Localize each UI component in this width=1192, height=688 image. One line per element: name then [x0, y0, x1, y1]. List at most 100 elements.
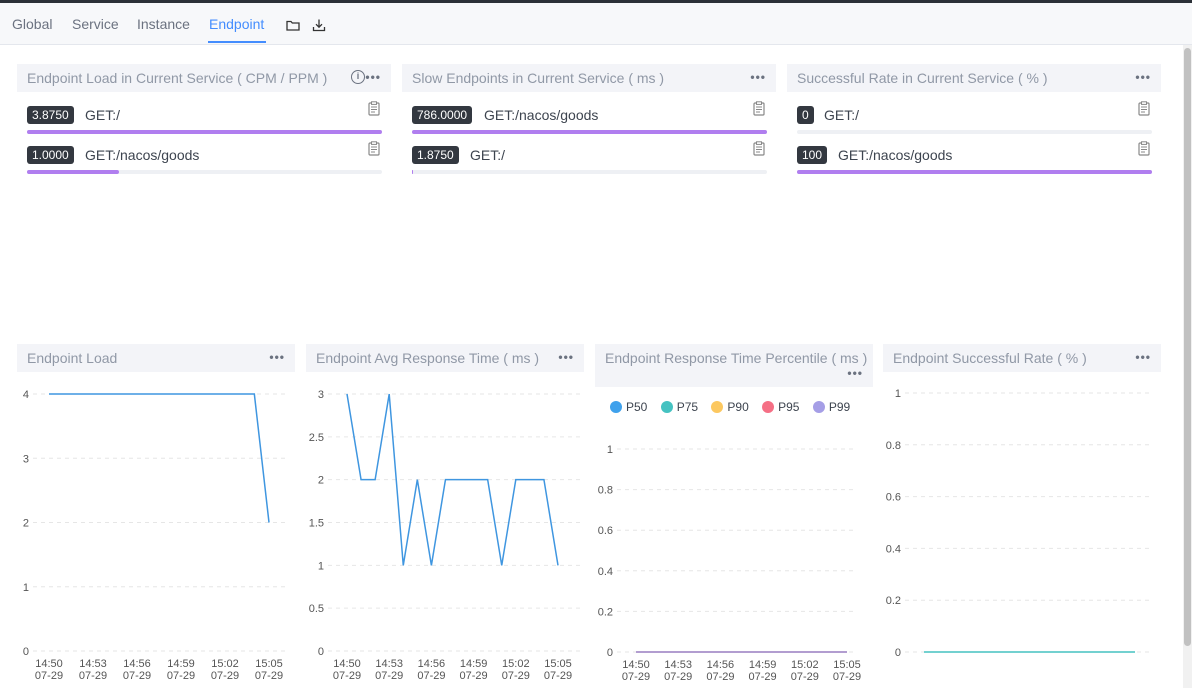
x-tick-date-label: 07-29: [749, 671, 777, 683]
progress-fill: [412, 170, 414, 174]
more-options-icon[interactable]: •••: [558, 350, 574, 364]
clipboard-icon[interactable]: [368, 141, 380, 156]
endpoint-load-chart: 0123414:5007-2914:5307-2914:5607-2914:59…: [23, 389, 285, 682]
y-tick-label: 0: [318, 646, 324, 658]
y-tick-label: 1: [607, 444, 613, 456]
download-icon[interactable]: [312, 18, 326, 32]
x-tick-date-label: 07-29: [375, 670, 403, 682]
clipboard-icon[interactable]: [753, 141, 765, 156]
x-tick-date-label: 07-29: [167, 670, 195, 682]
more-options-icon[interactable]: •••: [269, 350, 285, 364]
more-options-icon[interactable]: •••: [1135, 70, 1151, 84]
x-tick-label: 15:05: [833, 659, 861, 671]
x-tick-label: 15:05: [544, 658, 572, 670]
x-tick-label: 14:59: [749, 659, 777, 671]
chart-legend: P50 P75 P90 P95 P99: [610, 399, 860, 415]
list-item: 3.8750 GET:/: [27, 101, 382, 146]
panel-title: Endpoint Load in Current Service ( CPM /…: [27, 70, 328, 86]
more-options-icon[interactable]: •••: [750, 70, 766, 84]
x-tick-label: 14:59: [460, 658, 488, 670]
y-tick-label: 0.6: [598, 525, 613, 537]
x-tick-label: 14:50: [333, 658, 361, 670]
x-tick-label: 14:56: [418, 658, 446, 670]
more-options-icon[interactable]: •••: [847, 366, 863, 380]
endpoint-label: GET:/: [824, 107, 860, 123]
progress-track: [27, 170, 382, 174]
y-tick-label: 2.5: [309, 432, 324, 444]
panel-title: Successful Rate in Current Service ( % ): [797, 70, 1048, 86]
success-rate-chart-header: Endpoint Successful Rate ( % ) •••: [883, 344, 1161, 372]
successful-rate-panel-header: Successful Rate in Current Service ( % )…: [787, 64, 1161, 92]
chart-title: Endpoint Response Time Percentile ( ms ): [605, 350, 868, 366]
progress-fill: [797, 170, 1152, 174]
active-tab-indicator: [208, 41, 266, 43]
x-tick-date-label: 07-29: [79, 670, 107, 682]
x-tick-label: 15:02: [211, 658, 239, 670]
legend-item-p99[interactable]: P99: [812, 399, 850, 415]
x-tick-date-label: 07-29: [333, 670, 361, 682]
list-item: 100 GET:/nacos/goods: [797, 141, 1152, 186]
x-tick-date-label: 07-29: [255, 670, 283, 682]
list-item: 1.8750 GET:/: [412, 141, 767, 186]
page-scrollbar-thumb[interactable]: [1184, 48, 1191, 646]
endpoint-load-chart-header: Endpoint Load •••: [17, 344, 295, 372]
clipboard-icon[interactable]: [1138, 101, 1150, 116]
legend-label: P95: [778, 400, 800, 414]
chart-title: Endpoint Successful Rate ( % ): [893, 350, 1087, 366]
y-tick-label: 0.5: [309, 603, 324, 615]
info-icon[interactable]: i: [351, 70, 365, 84]
tab-instance[interactable]: Instance: [137, 16, 190, 32]
y-tick-label: 0.8: [886, 440, 901, 452]
series-line: [346, 393, 559, 566]
value-badge: 0: [797, 106, 814, 124]
tab-service[interactable]: Service: [72, 16, 119, 32]
list-item: 786.0000 GET:/nacos/goods: [412, 101, 767, 146]
legend-item-p95[interactable]: P95: [762, 399, 799, 415]
y-tick-label: 0.2: [886, 595, 901, 607]
x-tick-label: 15:05: [255, 658, 283, 670]
list-item: 1.0000 GET:/nacos/goods: [27, 141, 382, 186]
progress-track: [797, 130, 1152, 134]
list-item: 0 GET:/: [797, 101, 1152, 146]
y-tick-label: 1: [318, 560, 324, 572]
x-tick-date-label: 07-29: [664, 671, 692, 683]
x-tick-label: 15:02: [791, 659, 819, 671]
clipboard-icon[interactable]: [753, 101, 765, 116]
avg-response-chart-header: Endpoint Avg Response Time ( ms ) •••: [306, 344, 584, 372]
window-top-border: [0, 0, 1192, 3]
slow-endpoints-panel-header: Slow Endpoints in Current Service ( ms )…: [402, 64, 776, 92]
clipboard-icon[interactable]: [1138, 141, 1150, 156]
x-tick-date-label: 07-29: [833, 671, 861, 683]
legend-item-p75[interactable]: P75: [660, 399, 698, 415]
folder-icon[interactable]: [286, 18, 300, 32]
chart-title: Endpoint Avg Response Time ( ms ): [316, 350, 540, 366]
legend-dot: [812, 401, 825, 413]
progress-track: [412, 170, 767, 174]
more-options-icon[interactable]: •••: [365, 70, 381, 84]
progress-fill: [27, 170, 119, 174]
y-tick-label: 0.4: [886, 543, 901, 555]
legend-dot: [610, 401, 622, 413]
success-rate-chart: 0 0.2 0.4 0.6 0.8 1: [886, 388, 1150, 659]
endpoint-load-panel-header: Endpoint Load in Current Service ( CPM /…: [17, 64, 391, 92]
panel-title: Slow Endpoints in Current Service ( ms ): [412, 70, 665, 86]
tab-global[interactable]: Global: [12, 16, 53, 32]
legend-item-p50[interactable]: P50: [610, 399, 647, 415]
x-tick-date-label: 07-29: [544, 670, 572, 682]
clipboard-icon[interactable]: [368, 101, 380, 116]
x-tick-label: 14:56: [707, 659, 735, 671]
progress-track: [412, 130, 767, 134]
y-tick-label: 3: [318, 389, 324, 401]
avg-response-chart: 00.511.522.5314:5007-2914:5307-2914:5607…: [309, 389, 580, 682]
x-tick-date-label: 07-29: [123, 670, 151, 682]
more-options-icon[interactable]: •••: [1135, 350, 1151, 364]
y-tick-label: 1.5: [309, 518, 324, 530]
percentile-chart: 00.20.40.60.8114:5007-2914:5307-2914:560…: [598, 444, 861, 683]
legend-item-p90[interactable]: P90: [711, 399, 749, 415]
value-badge: 1.8750: [412, 146, 459, 164]
series-line: [49, 393, 270, 523]
progress-track: [27, 130, 382, 134]
tab-endpoint[interactable]: Endpoint: [209, 16, 265, 32]
endpoint-label: GET:/: [470, 147, 506, 163]
y-tick-label: 0.6: [886, 492, 901, 504]
